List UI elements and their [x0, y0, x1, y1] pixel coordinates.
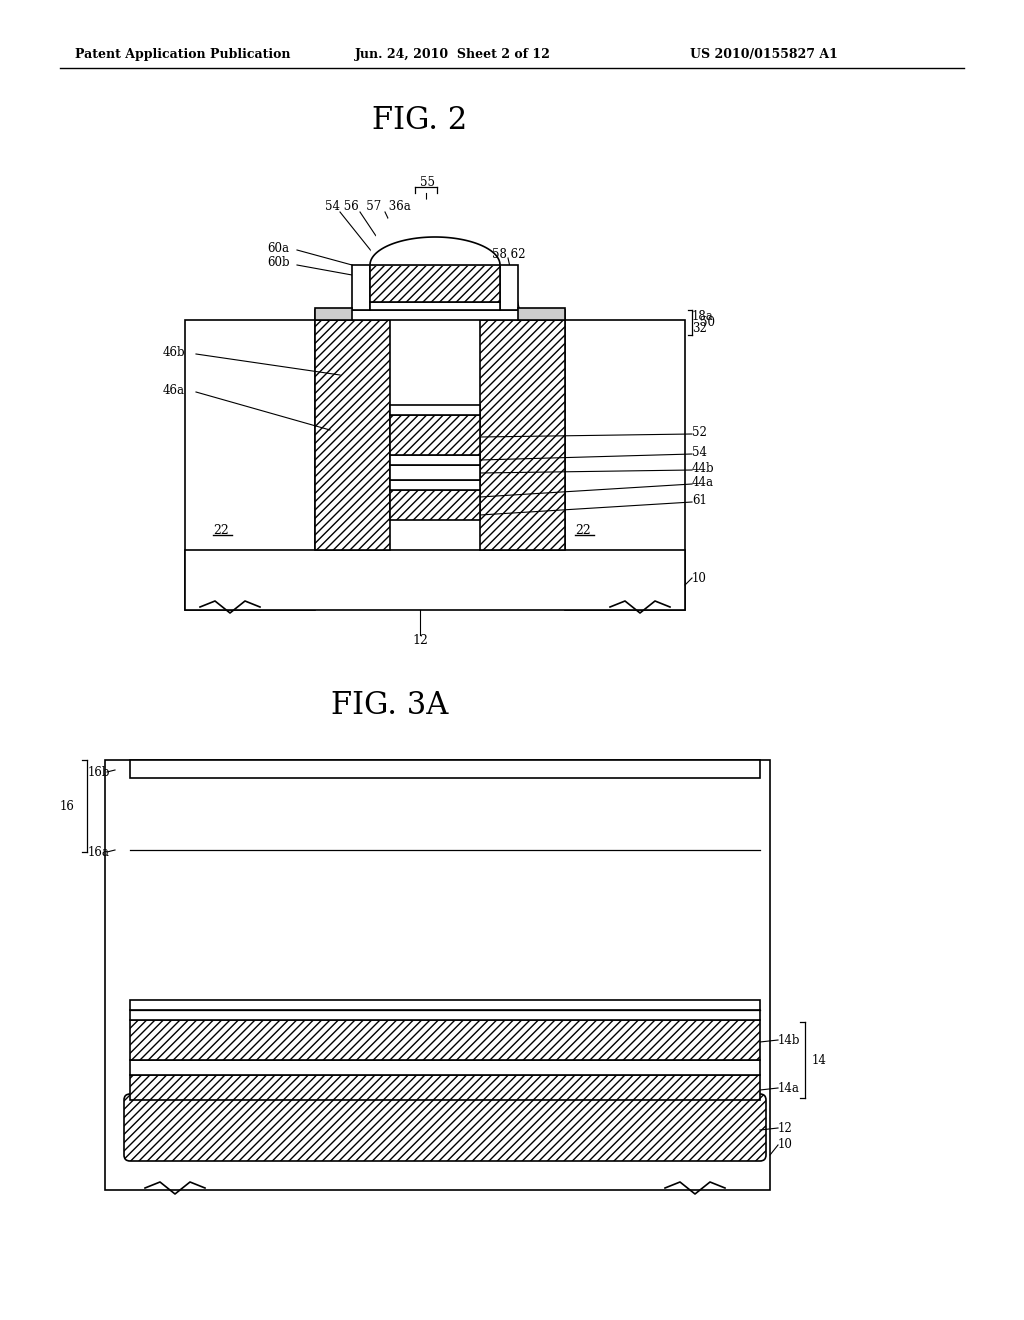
- Bar: [390, 465, 480, 480]
- Bar: [130, 760, 760, 777]
- Bar: [130, 1010, 760, 1020]
- Text: 44a: 44a: [692, 475, 714, 488]
- Text: US 2010/0155827 A1: US 2010/0155827 A1: [690, 48, 838, 61]
- Bar: [352, 265, 370, 310]
- Text: 12: 12: [412, 634, 428, 647]
- Polygon shape: [370, 238, 500, 265]
- Bar: [480, 319, 565, 550]
- Text: 22: 22: [213, 524, 228, 536]
- Text: 50: 50: [700, 315, 715, 329]
- Text: 44b: 44b: [692, 462, 715, 474]
- Text: 61: 61: [692, 494, 707, 507]
- Bar: [315, 310, 565, 319]
- Text: 54 56  57  36a: 54 56 57 36a: [325, 201, 411, 214]
- Bar: [185, 319, 315, 610]
- Bar: [370, 265, 500, 302]
- Bar: [130, 1074, 760, 1100]
- Text: 60b: 60b: [267, 256, 290, 269]
- Text: 58 62: 58 62: [492, 248, 525, 261]
- Text: 52: 52: [692, 425, 707, 438]
- FancyBboxPatch shape: [124, 1094, 766, 1162]
- Text: 32: 32: [692, 322, 707, 334]
- Text: FIG. 3A: FIG. 3A: [332, 690, 449, 721]
- Text: 14: 14: [812, 1053, 826, 1067]
- Text: 10: 10: [692, 572, 707, 585]
- Text: 55: 55: [420, 177, 435, 190]
- Bar: [390, 455, 480, 465]
- Text: 60a: 60a: [267, 242, 289, 255]
- Bar: [130, 1060, 760, 1074]
- Text: Patent Application Publication: Patent Application Publication: [75, 48, 291, 61]
- Text: 54: 54: [692, 446, 707, 458]
- Text: FIG. 2: FIG. 2: [373, 106, 468, 136]
- Bar: [518, 308, 565, 319]
- Text: 12: 12: [778, 1122, 793, 1134]
- Bar: [130, 1020, 760, 1060]
- Bar: [315, 308, 352, 319]
- Bar: [565, 319, 685, 610]
- Bar: [105, 760, 770, 1191]
- Text: 22: 22: [575, 524, 591, 536]
- Bar: [500, 265, 518, 310]
- Text: 18a: 18a: [692, 309, 714, 322]
- Text: Jun. 24, 2010  Sheet 2 of 12: Jun. 24, 2010 Sheet 2 of 12: [355, 48, 551, 61]
- Bar: [130, 1001, 760, 1010]
- Bar: [315, 319, 390, 550]
- Text: 16: 16: [60, 800, 75, 813]
- Bar: [390, 490, 480, 520]
- Text: 14a: 14a: [778, 1081, 800, 1094]
- Text: 16a: 16a: [88, 846, 110, 858]
- Text: 46b: 46b: [163, 346, 185, 359]
- Text: 10: 10: [778, 1138, 793, 1151]
- Bar: [185, 550, 685, 610]
- Wedge shape: [369, 199, 501, 265]
- Bar: [390, 414, 480, 455]
- Text: 46a: 46a: [163, 384, 185, 396]
- Bar: [390, 405, 480, 414]
- Text: 16b: 16b: [88, 766, 111, 779]
- Bar: [390, 480, 480, 490]
- Bar: [370, 302, 500, 310]
- Text: 14b: 14b: [778, 1034, 801, 1047]
